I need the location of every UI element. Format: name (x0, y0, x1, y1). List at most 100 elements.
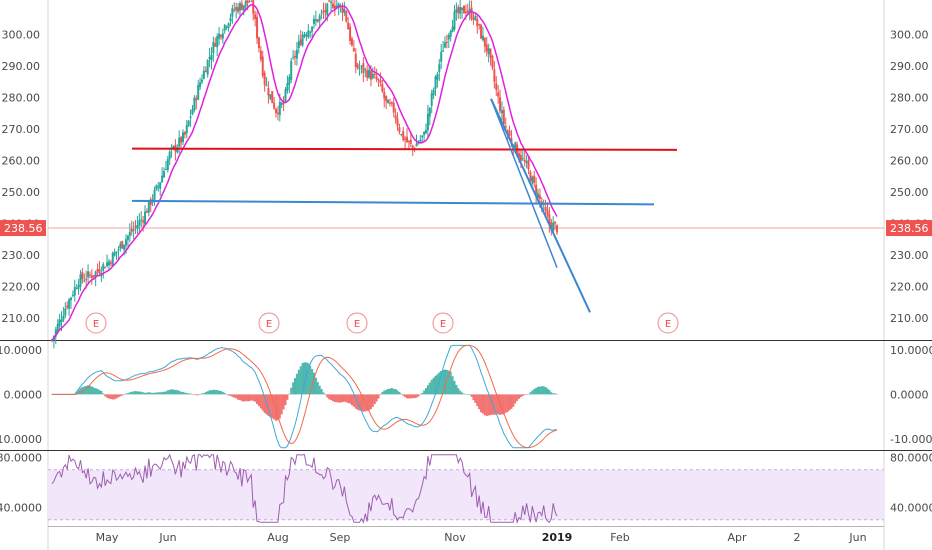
macd-tick-label: 0.0000 (890, 388, 929, 401)
earnings-circle (432, 312, 454, 334)
macd-histogram-bar (320, 388, 323, 395)
candle-body (390, 102, 393, 104)
macd-histogram-bar (299, 366, 302, 395)
candle-body (144, 211, 147, 225)
candle-body (265, 85, 268, 87)
candle-body (261, 56, 264, 76)
candle (157, 182, 160, 192)
candle-body (64, 308, 67, 316)
macd-histogram-bar (303, 362, 306, 395)
candle-body (550, 222, 553, 230)
macd-histogram-bar (504, 394, 507, 413)
candle (191, 105, 194, 116)
candle-body (51, 339, 53, 341)
candle-body (290, 61, 293, 80)
candle-body (495, 83, 498, 90)
candle-body (489, 48, 492, 58)
macd-histogram-bar (286, 394, 289, 400)
candle-body (457, 7, 460, 14)
candle (419, 134, 422, 144)
candle-body (147, 200, 150, 213)
candle (180, 135, 183, 150)
x-tick-label: Sep (330, 531, 351, 544)
candle (411, 144, 414, 156)
candle-body (343, 8, 346, 13)
rsi-line (51, 453, 558, 525)
price-tick-label: 230.00 (890, 249, 929, 262)
candle (62, 306, 65, 323)
candle (238, 1, 241, 18)
earnings-marker: E (346, 312, 368, 334)
macd-histogram-bar (204, 392, 207, 395)
macd-histogram-bar (181, 392, 184, 395)
candle-body (295, 49, 298, 59)
candle-body (212, 42, 215, 54)
candle-body (483, 37, 486, 47)
macd-histogram-bar (115, 394, 118, 399)
x-tick-label: Feb (610, 531, 629, 544)
candle-body (398, 127, 401, 133)
x-tick-label: May (96, 531, 119, 544)
macd-histogram-bar (295, 373, 298, 395)
candle-body (227, 23, 230, 28)
candle-body (276, 112, 279, 114)
candle-body (299, 39, 302, 46)
candle (556, 224, 558, 235)
price-tick-label: 260.00 (2, 155, 41, 168)
rsi-tick-label: 80.0000 (890, 451, 932, 464)
candle-body (537, 193, 540, 198)
candle (347, 17, 350, 30)
candle-body (366, 70, 369, 78)
candle-body (449, 31, 452, 37)
macd-histogram-bar (415, 394, 418, 398)
earnings-label: E (93, 319, 99, 330)
candle (68, 297, 71, 316)
candle (248, 0, 251, 3)
candle (470, 0, 473, 21)
candle-body (138, 220, 141, 226)
macd-histogram-bar (423, 390, 426, 395)
macd-histogram-bar (214, 389, 217, 395)
candle-body (519, 155, 522, 161)
macd-histogram-bar (430, 379, 433, 395)
macd-histogram-bar (307, 363, 310, 395)
macd-histogram-bar (328, 394, 331, 400)
macd-histogram-bar (189, 393, 192, 395)
candle (425, 123, 428, 135)
candle-body (407, 140, 410, 142)
candle-body (94, 271, 97, 277)
macd-histogram-bar (379, 394, 382, 395)
candle-body (109, 262, 112, 264)
macd-histogram-bar (208, 390, 211, 395)
candle (350, 36, 353, 47)
candle-body (451, 26, 454, 33)
macd-histogram-bar (483, 394, 486, 416)
candle (445, 34, 448, 49)
candle (529, 170, 532, 182)
candle (104, 266, 107, 269)
candle (256, 11, 259, 44)
candle-body (373, 74, 376, 76)
candle (214, 37, 217, 47)
candle (345, 10, 348, 23)
candle-body (256, 17, 259, 39)
candle-body (85, 278, 88, 280)
candle (265, 77, 268, 87)
macd-histogram-bar (521, 394, 524, 396)
candle (250, 0, 252, 3)
macd-histogram-bar (508, 394, 511, 411)
macd-histogram-bar (199, 394, 202, 395)
macd-histogram-bar (506, 394, 509, 412)
candle (360, 64, 363, 74)
candle-body (187, 120, 190, 126)
macd-series (51, 344, 558, 449)
candle (406, 128, 409, 144)
trend-drawings[interactable] (131, 98, 678, 313)
macd-histogram-bar (481, 394, 484, 414)
macd-histogram-bar (92, 387, 95, 395)
candle-body (371, 74, 374, 79)
macd-histogram-bar (278, 394, 281, 419)
candle-body (142, 220, 145, 223)
